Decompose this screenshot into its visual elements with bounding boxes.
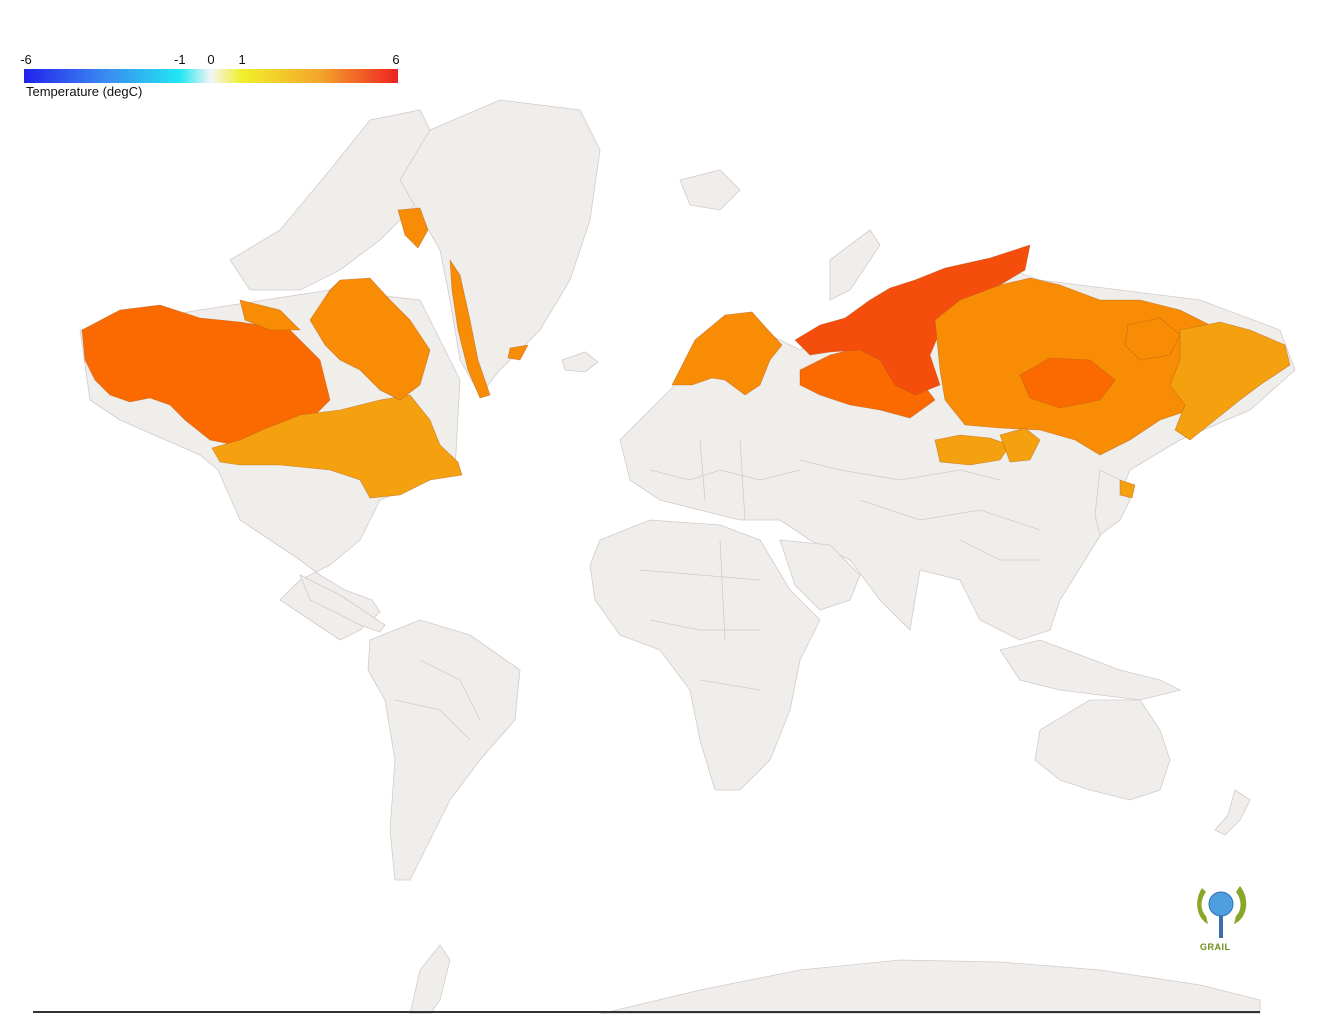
- border-line: [859, 499, 1041, 531]
- border-line: [699, 439, 706, 501]
- new-zealand: [1214, 789, 1251, 836]
- legend-tick-label: -1: [174, 52, 186, 67]
- region-eastern-siberia[interactable]: [1169, 321, 1291, 441]
- border-line: [719, 539, 726, 641]
- region-mongolia-edge[interactable]: [999, 427, 1041, 463]
- svalbard: [679, 169, 741, 211]
- region-southern-canada[interactable]: [211, 394, 463, 499]
- arctic-islands: [229, 109, 441, 291]
- novaya-zemlya: [829, 229, 881, 301]
- antarctica: [599, 959, 1261, 1014]
- logo-leaf-left: [1197, 888, 1208, 924]
- region-baffin[interactable]: [239, 299, 301, 331]
- south-america: [367, 619, 521, 881]
- region-central-asia[interactable]: [934, 434, 1011, 466]
- grail-logo: GRAIL: [1192, 878, 1252, 958]
- region-greenland-north[interactable]: [397, 207, 429, 249]
- region-siberia-interior[interactable]: [1019, 357, 1116, 409]
- border-line: [394, 699, 471, 741]
- legend-title: Temperature (degC): [26, 84, 143, 99]
- legend-tick-label: -6: [20, 52, 32, 67]
- central-america: [299, 574, 386, 633]
- land-layer: [79, 99, 1296, 1014]
- anomaly-regions: [81, 207, 1291, 499]
- australia: [1034, 699, 1171, 801]
- logo-text: GRAIL: [1200, 942, 1231, 952]
- border-line: [799, 459, 1001, 481]
- logo-globe: [1208, 891, 1234, 917]
- region-greenland-south[interactable]: [507, 344, 529, 361]
- border-line: [739, 439, 746, 521]
- border-line: [959, 539, 1040, 561]
- border-line: [639, 569, 761, 581]
- southeast-asia-islands: [999, 639, 1182, 701]
- greenland: [399, 99, 601, 396]
- map-bottom-border: [33, 1011, 1260, 1013]
- region-greenland-east[interactable]: [449, 258, 491, 399]
- region-scandinavia[interactable]: [671, 311, 783, 396]
- grail-logo-icon: [1197, 886, 1247, 938]
- region-kamchatka[interactable]: [1119, 479, 1136, 499]
- iceland: [561, 351, 599, 373]
- country-borders: [394, 439, 1041, 741]
- legend-gradient-rect: [24, 69, 398, 83]
- legend-tick-label: 6: [392, 52, 400, 67]
- legend-tick-label: 0: [207, 52, 215, 67]
- border-line: [649, 469, 801, 481]
- region-yakutia-patch[interactable]: [1124, 317, 1181, 361]
- antarctic-peninsula: [409, 944, 451, 1014]
- border-line: [649, 619, 760, 631]
- logo-leaf-right: [1234, 886, 1247, 924]
- border-line: [419, 659, 481, 721]
- arabia: [779, 539, 861, 611]
- logo-stem: [1219, 916, 1223, 938]
- border-line: [699, 679, 761, 691]
- temperature-legend: -6 -1 0 1 6 Temperature (degC): [20, 52, 400, 102]
- legend-tick-label: 1: [238, 52, 246, 67]
- africa: [589, 519, 821, 791]
- legend-color-bar: [24, 69, 398, 83]
- region-arctic-archipelago[interactable]: [309, 277, 431, 401]
